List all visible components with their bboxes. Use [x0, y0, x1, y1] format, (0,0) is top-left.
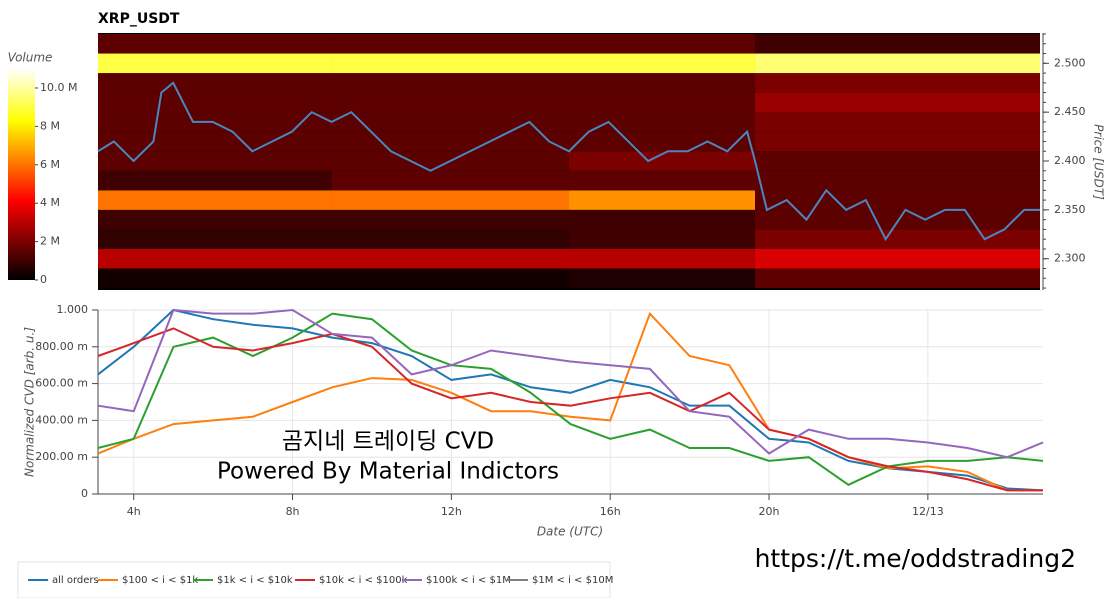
colorbar-tick-label: 6 M [40, 158, 60, 171]
heatmap-cell [98, 229, 332, 249]
heatmap-cell [331, 33, 569, 54]
x-tick-label: 12/13 [912, 505, 944, 518]
heatmap-cell [331, 248, 569, 269]
y-tick-label: 800.00 m [35, 340, 88, 353]
heatmap-cell [331, 131, 569, 152]
x-tick-label: 8h [286, 505, 300, 518]
heatmap-cell [98, 248, 332, 269]
heatmap-cell [755, 170, 1040, 191]
legend-label: $1M < i < $10M [532, 575, 613, 586]
colorbar [8, 68, 35, 280]
heatmap-cell [569, 53, 756, 74]
y-tick-label: 200.00 m [35, 450, 88, 463]
heatmap-cell [98, 190, 332, 210]
x-tick-label: 4h [127, 505, 141, 518]
footer-link: https://t.me/oddstrading2 [755, 544, 1076, 573]
heatmap-cell [98, 92, 332, 113]
cvd-line [97, 311, 1043, 492]
heatmap-cell [98, 151, 332, 171]
y-tick-label: 2.300 [1054, 252, 1086, 265]
heatmap-cell [755, 92, 1040, 113]
heatmap-cell [569, 92, 756, 113]
heatmap-cell [98, 53, 332, 74]
heatmap-cell [755, 33, 1040, 54]
heatmap-cell [569, 229, 756, 249]
heatmap-cell [755, 248, 1040, 269]
heatmap-cell [755, 151, 1040, 171]
heatmap-cell [331, 170, 569, 191]
colorbar-tick-label: 8 M [40, 119, 60, 132]
heatmap-cell [755, 268, 1040, 289]
legend-label: $1k < i < $10k [217, 575, 293, 586]
heatmap-cell [331, 53, 569, 74]
heatmap-cell [569, 33, 756, 54]
cvd-line [97, 327, 1043, 492]
heatmap-cell [569, 170, 756, 191]
price-line [97, 81, 1040, 242]
colorbar-tick-label: 4 M [40, 196, 60, 209]
heatmap-cell [569, 209, 756, 230]
heatmap-cell [569, 112, 756, 132]
cvd-line [97, 308, 1044, 459]
y-tick-label: 400.00 m [35, 413, 88, 426]
heatmap-cell [755, 112, 1040, 132]
y-tick-label: 0 [81, 487, 88, 500]
heatmap-cell [755, 229, 1040, 249]
x-tick-label: 12h [441, 505, 462, 518]
y-axis-title: Price [USDT] [1092, 124, 1106, 200]
heatmap-cell [331, 209, 569, 230]
legend-label: all orders [52, 575, 99, 586]
chart-title: XRP_USDT [98, 11, 180, 27]
heatmap-cell [569, 268, 756, 289]
y-axis-title: Normalized CVD [arb. u.] [23, 327, 37, 477]
heatmap-cell [569, 248, 756, 269]
heatmap-cell [755, 209, 1040, 230]
heatmap-cell [569, 73, 756, 93]
heatmap-cell [98, 73, 332, 93]
x-tick-label: 16h [600, 505, 621, 518]
x-tick-label: 20h [759, 505, 780, 518]
heatmap-cell [755, 190, 1040, 210]
heatmap-cell [98, 33, 332, 54]
legend-label: $10k < i < $100k [319, 575, 408, 586]
heatmap-cell [331, 268, 569, 289]
colorbar-tick-label: 2 M [40, 235, 60, 248]
watermark-text: Powered By Material Indictors [217, 459, 559, 485]
heatmap-cell [755, 53, 1040, 74]
heatmap-cell [755, 131, 1040, 152]
colorbar-title: Volume [8, 51, 53, 65]
heatmap-cell [98, 131, 332, 152]
x-axis-title: Date (UTC) [537, 525, 603, 539]
heatmap-cell [98, 268, 332, 289]
heatmap-cell [331, 92, 569, 113]
legend-label: $100 < i < $1k [122, 575, 198, 586]
heatmap-cell [331, 112, 569, 132]
legend-label: $100k < i < $1M [426, 575, 511, 586]
heatmap-cell [755, 73, 1040, 93]
heatmap-cell [569, 131, 756, 152]
y-tick-label: 2.500 [1054, 56, 1086, 69]
heatmap-cell [569, 151, 756, 171]
y-tick-label: 600.00 m [35, 377, 88, 390]
heatmap-cell [331, 229, 569, 249]
y-tick-label: 2.350 [1054, 203, 1086, 216]
plot-background [98, 310, 1043, 494]
colorbar-tick-label: 0 [40, 273, 47, 286]
y-tick-label: 2.400 [1054, 154, 1086, 167]
heatmap-cell [98, 209, 332, 230]
heatmap-cell [331, 73, 569, 93]
heatmap-cell [331, 190, 569, 210]
colorbar-tick-label: 10.0 M [40, 81, 77, 94]
y-tick-label: 1.000 [57, 303, 89, 316]
y-tick-label: 2.450 [1054, 105, 1086, 118]
heatmap-cell [569, 190, 756, 210]
heatmap-cell [98, 170, 332, 191]
watermark-text: 곰지네 트레이딩 CVD [282, 429, 494, 455]
